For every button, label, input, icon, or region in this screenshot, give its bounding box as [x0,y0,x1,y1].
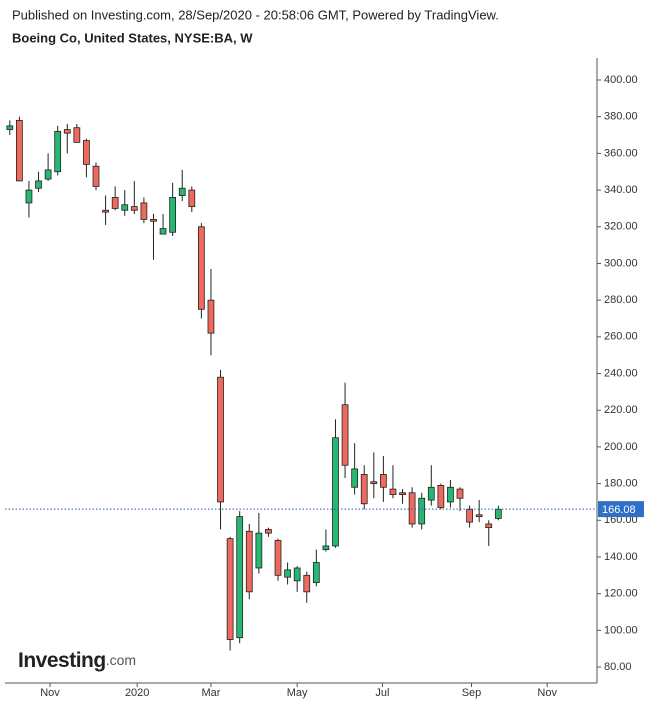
candle-body [178,187,186,196]
candle-body [293,567,301,582]
candle-body [312,562,320,584]
candle-body [188,189,196,207]
candle-body [389,488,397,496]
candle-body [6,125,14,130]
candle-body [217,376,224,503]
logo: Investing.com [18,649,136,672]
candle-body [408,492,416,525]
candle-body [198,226,205,310]
candle-body [207,299,215,334]
y-tick-label: 120.00 [604,588,638,600]
last-price-label: 166.08 [602,504,636,516]
y-tick-label: 180.00 [604,478,638,490]
y-tick-label: 200.00 [604,441,638,453]
candle-body [121,204,129,211]
y-tick-label: 220.00 [604,404,638,416]
candle-body [226,538,234,640]
candle-body [265,529,272,534]
candle-body [255,532,263,569]
candle-body [63,129,71,134]
candle-body [437,485,445,508]
y-tick-label: 280.00 [604,294,638,306]
y-tick-label: 380.00 [604,111,638,123]
candle-body [447,486,454,503]
candle-body [399,492,406,496]
y-tick-label: 320.00 [604,221,638,233]
y-tick-label: 100.00 [604,624,638,636]
y-tick-label: 140.00 [604,551,638,563]
candle-body [475,514,483,518]
candle-body [130,206,138,211]
x-tick-label: 2020 [125,687,149,699]
candle-body [44,169,52,180]
candle-body [303,574,311,593]
logo-brand: Investing [18,649,106,672]
x-tick-label: Mar [201,687,220,699]
x-tick-label: May [287,687,308,699]
candle-body [35,180,42,189]
candle-body [418,497,426,525]
candle-body [322,545,330,551]
candle-body [111,197,119,209]
candle-body [456,488,464,499]
candle-body [485,523,493,529]
candle-body [427,486,435,501]
candle-body [341,404,349,466]
candle-body [83,140,90,165]
candle-body [169,197,177,233]
candle-body [150,219,157,222]
y-tick-label: 160.00 [604,514,638,526]
x-tick-label: Nov [537,687,557,699]
candle-body [236,516,244,639]
candle-body [92,165,100,187]
y-tick-label: 360.00 [604,147,638,159]
candle-body [245,530,253,593]
candle-body [159,228,167,235]
x-tick-label: Jul [375,687,389,699]
candle-body [360,474,368,505]
candle-body [140,202,148,220]
candle-body [351,468,359,488]
candle-body [73,127,81,143]
candle-body [54,130,62,173]
y-tick-label: 240.00 [604,367,638,379]
published-note: Published on Investing.com, 28/Sep/2020 … [12,7,499,22]
candle-body [494,508,502,519]
y-tick-label: 400.00 [604,74,638,86]
candle-body [332,437,339,547]
last-price-box [598,501,644,518]
x-tick-label: Nov [40,687,60,699]
candle-body [380,474,387,488]
candle-body [102,209,109,213]
candle-body [370,481,378,484]
y-tick-label: 260.00 [604,331,638,343]
candle-body [15,119,23,182]
candle-body [25,189,33,204]
candle-body [274,540,282,576]
y-tick-label: 300.00 [604,257,638,269]
logo-suffix: .com [106,652,136,668]
y-tick-label: 340.00 [604,184,638,196]
candle-body [466,508,473,523]
y-tick-label: 80.00 [604,661,632,673]
x-tick-label: Sep [462,687,482,699]
candle-body [284,569,291,578]
symbol-title: Boeing Co, United States, NYSE:BA, W [12,30,253,45]
